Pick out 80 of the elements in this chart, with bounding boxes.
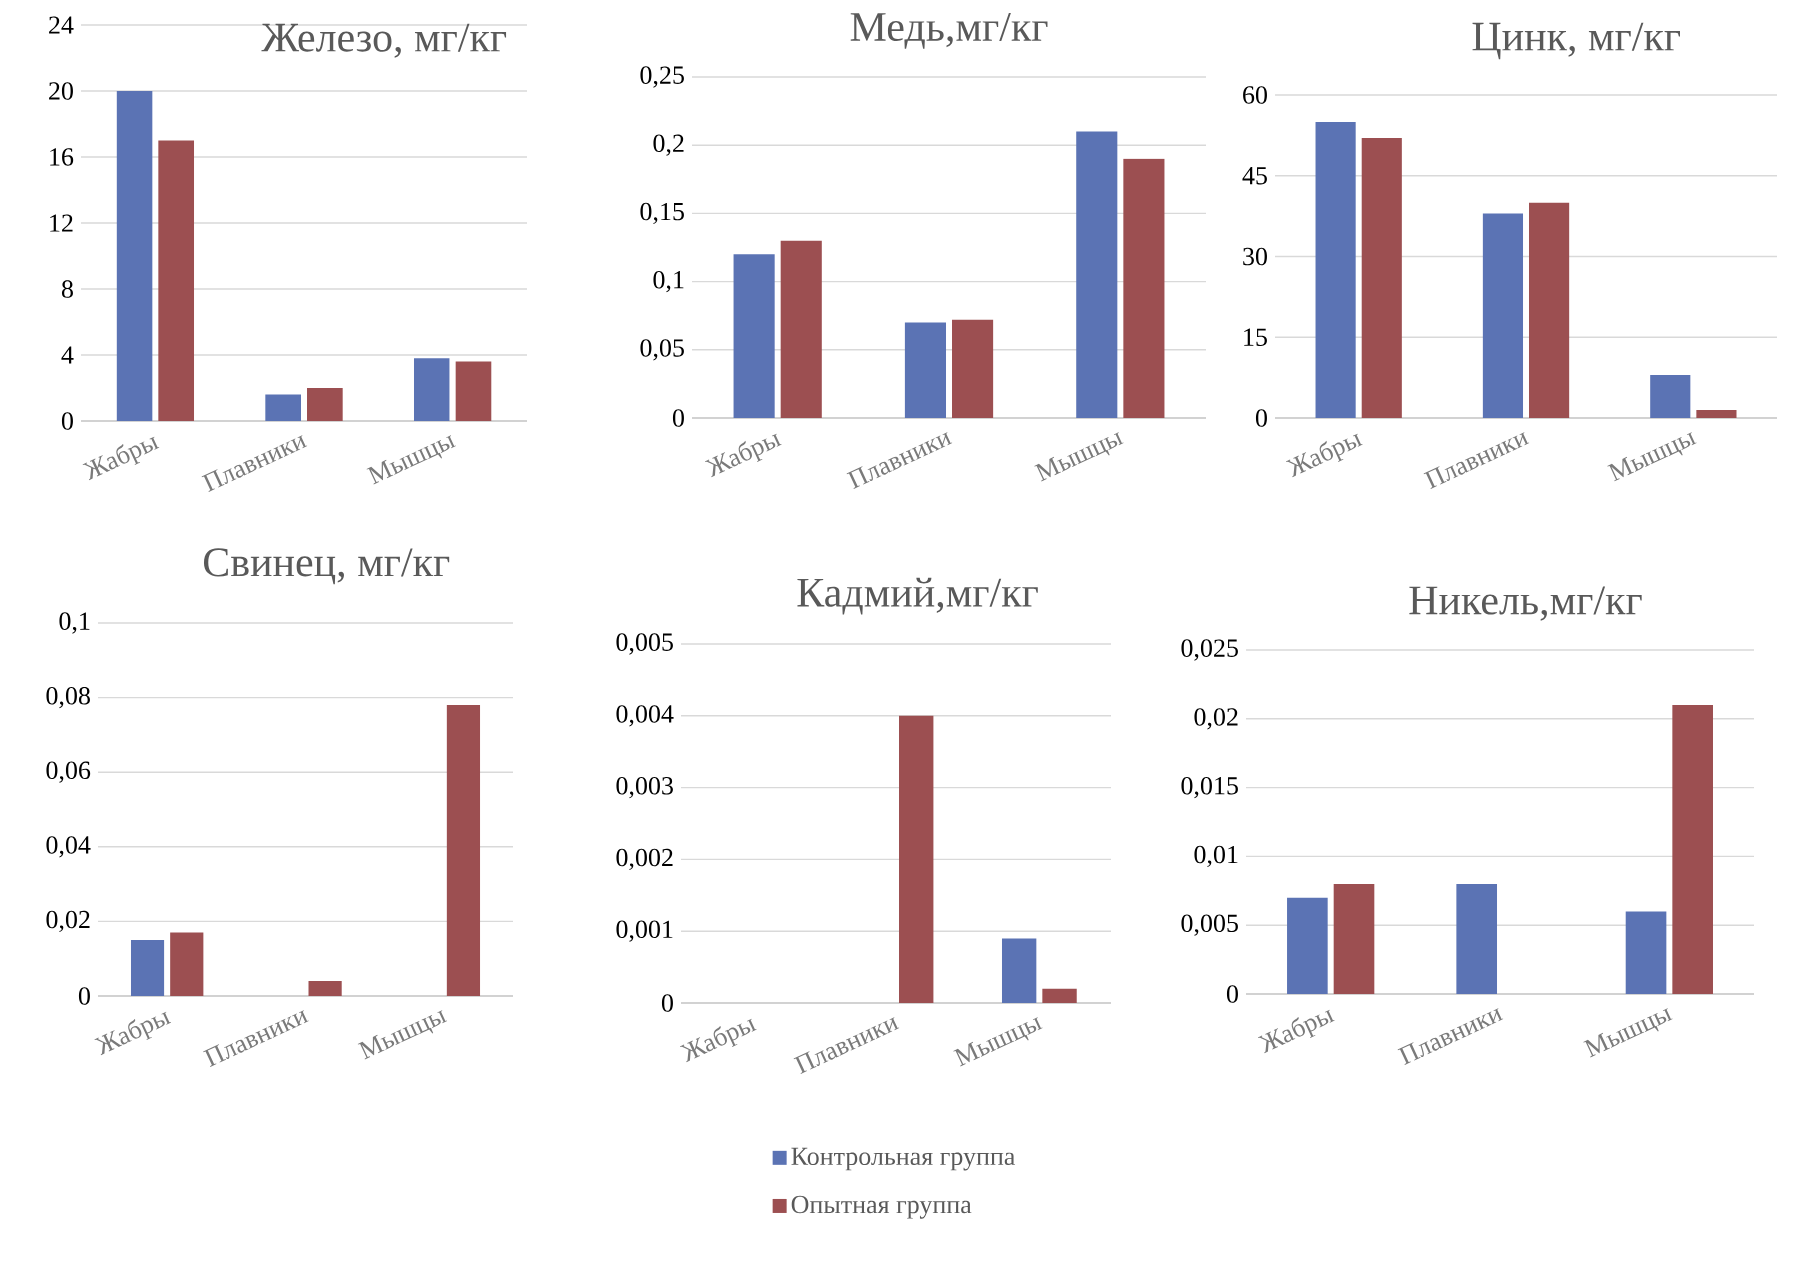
y-tick-label: 0,06 bbox=[46, 761, 91, 783]
y-tick-label: 0,005 bbox=[616, 633, 673, 655]
y-tick-label: 0,015 bbox=[1181, 776, 1238, 799]
y-tick-label: 0,002 bbox=[616, 848, 673, 871]
bar bbox=[1076, 131, 1118, 418]
bar bbox=[308, 981, 342, 996]
bar bbox=[446, 705, 481, 996]
y-tick-label: 0,2 bbox=[653, 134, 684, 156]
y-tick-label: 45 bbox=[1242, 167, 1267, 185]
chart-title: Никель,мг/кг bbox=[1409, 586, 1642, 621]
bar bbox=[455, 361, 492, 421]
y-tick-label: 0,05 bbox=[640, 339, 684, 361]
y-tick-label: 0,1 bbox=[653, 270, 684, 293]
legend-label: Контрольная группа bbox=[791, 1147, 1016, 1171]
x-tick-label: Жабры bbox=[1285, 433, 1363, 478]
bar bbox=[130, 940, 165, 996]
y-tick-label: 0,01 bbox=[1194, 845, 1238, 868]
y-tick-label: 0 bbox=[672, 409, 684, 427]
bar bbox=[158, 140, 195, 421]
x-tick-label: Жабры bbox=[94, 1011, 172, 1056]
bar bbox=[1123, 158, 1165, 418]
bar bbox=[1001, 938, 1037, 1003]
bar bbox=[1042, 988, 1077, 1003]
y-tick-label: 0 bbox=[1255, 409, 1267, 427]
x-tick-label: Жабры bbox=[679, 1018, 757, 1063]
chart-title: Железо, мг/кг bbox=[261, 23, 507, 58]
y-tick-label: 24 bbox=[49, 16, 74, 34]
y-tick-label: 0,025 bbox=[1181, 639, 1238, 661]
y-tick-label: 0,02 bbox=[46, 910, 90, 933]
bar bbox=[733, 254, 775, 418]
bar bbox=[413, 358, 450, 421]
y-tick-label: 0 bbox=[78, 987, 90, 1005]
y-tick-label: 0,1 bbox=[59, 612, 90, 634]
y-tick-label: 0 bbox=[61, 412, 73, 430]
bar bbox=[1333, 883, 1375, 994]
y-tick-label: 0 bbox=[1226, 985, 1238, 1003]
bar bbox=[1482, 213, 1524, 418]
bar bbox=[1361, 138, 1402, 418]
y-tick-label: 0,003 bbox=[616, 776, 673, 799]
y-tick-label: 4 bbox=[61, 346, 74, 364]
bar bbox=[1672, 705, 1713, 994]
bar bbox=[1529, 202, 1570, 418]
y-tick-label: 16 bbox=[50, 148, 74, 166]
chart-title: Медь,мг/кг bbox=[850, 12, 1048, 49]
y-tick-label: 30 bbox=[1243, 247, 1267, 266]
x-tick-label: Жабры bbox=[82, 436, 160, 481]
y-tick-label: 0,08 bbox=[46, 686, 90, 709]
y-tick-label: 60 bbox=[1243, 86, 1267, 104]
y-tick-label: 0,04 bbox=[46, 836, 91, 858]
chart-title: Свинец, мг/кг bbox=[203, 548, 450, 585]
bar bbox=[904, 322, 947, 418]
y-tick-label: 20 bbox=[49, 82, 73, 100]
bar bbox=[307, 388, 343, 421]
bar bbox=[899, 715, 934, 1003]
y-tick-label: 0,15 bbox=[640, 202, 684, 225]
y-tick-label: 0,005 bbox=[1181, 914, 1238, 936]
bar bbox=[116, 90, 153, 421]
chart-title: Кадмий,мг/кг bbox=[797, 577, 1038, 615]
y-tick-label: 15 bbox=[1244, 328, 1267, 346]
y-tick-label: 0,02 bbox=[1194, 708, 1238, 730]
bar bbox=[1456, 883, 1498, 994]
y-tick-label: 0,004 bbox=[616, 705, 674, 727]
y-tick-label: 12 bbox=[50, 214, 73, 232]
bar bbox=[1315, 121, 1356, 418]
bar bbox=[1625, 911, 1667, 994]
chart-title: Цинк, мг/кг bbox=[1472, 22, 1680, 60]
bar bbox=[780, 240, 822, 418]
x-tick-label: Жабры bbox=[704, 433, 782, 478]
legend-label: Опытная группа bbox=[791, 1195, 972, 1219]
bar bbox=[952, 319, 994, 418]
y-tick-label: 0 bbox=[661, 994, 673, 1012]
bar bbox=[1650, 374, 1691, 418]
y-tick-label: 0,25 bbox=[640, 66, 684, 88]
bar bbox=[1287, 897, 1328, 994]
y-tick-label: 8 bbox=[61, 280, 73, 298]
bar bbox=[1696, 409, 1737, 418]
bar bbox=[170, 932, 204, 996]
bar bbox=[265, 394, 301, 421]
x-tick-label: Жабры bbox=[1257, 1009, 1335, 1054]
y-tick-label: 0,001 bbox=[616, 920, 673, 942]
